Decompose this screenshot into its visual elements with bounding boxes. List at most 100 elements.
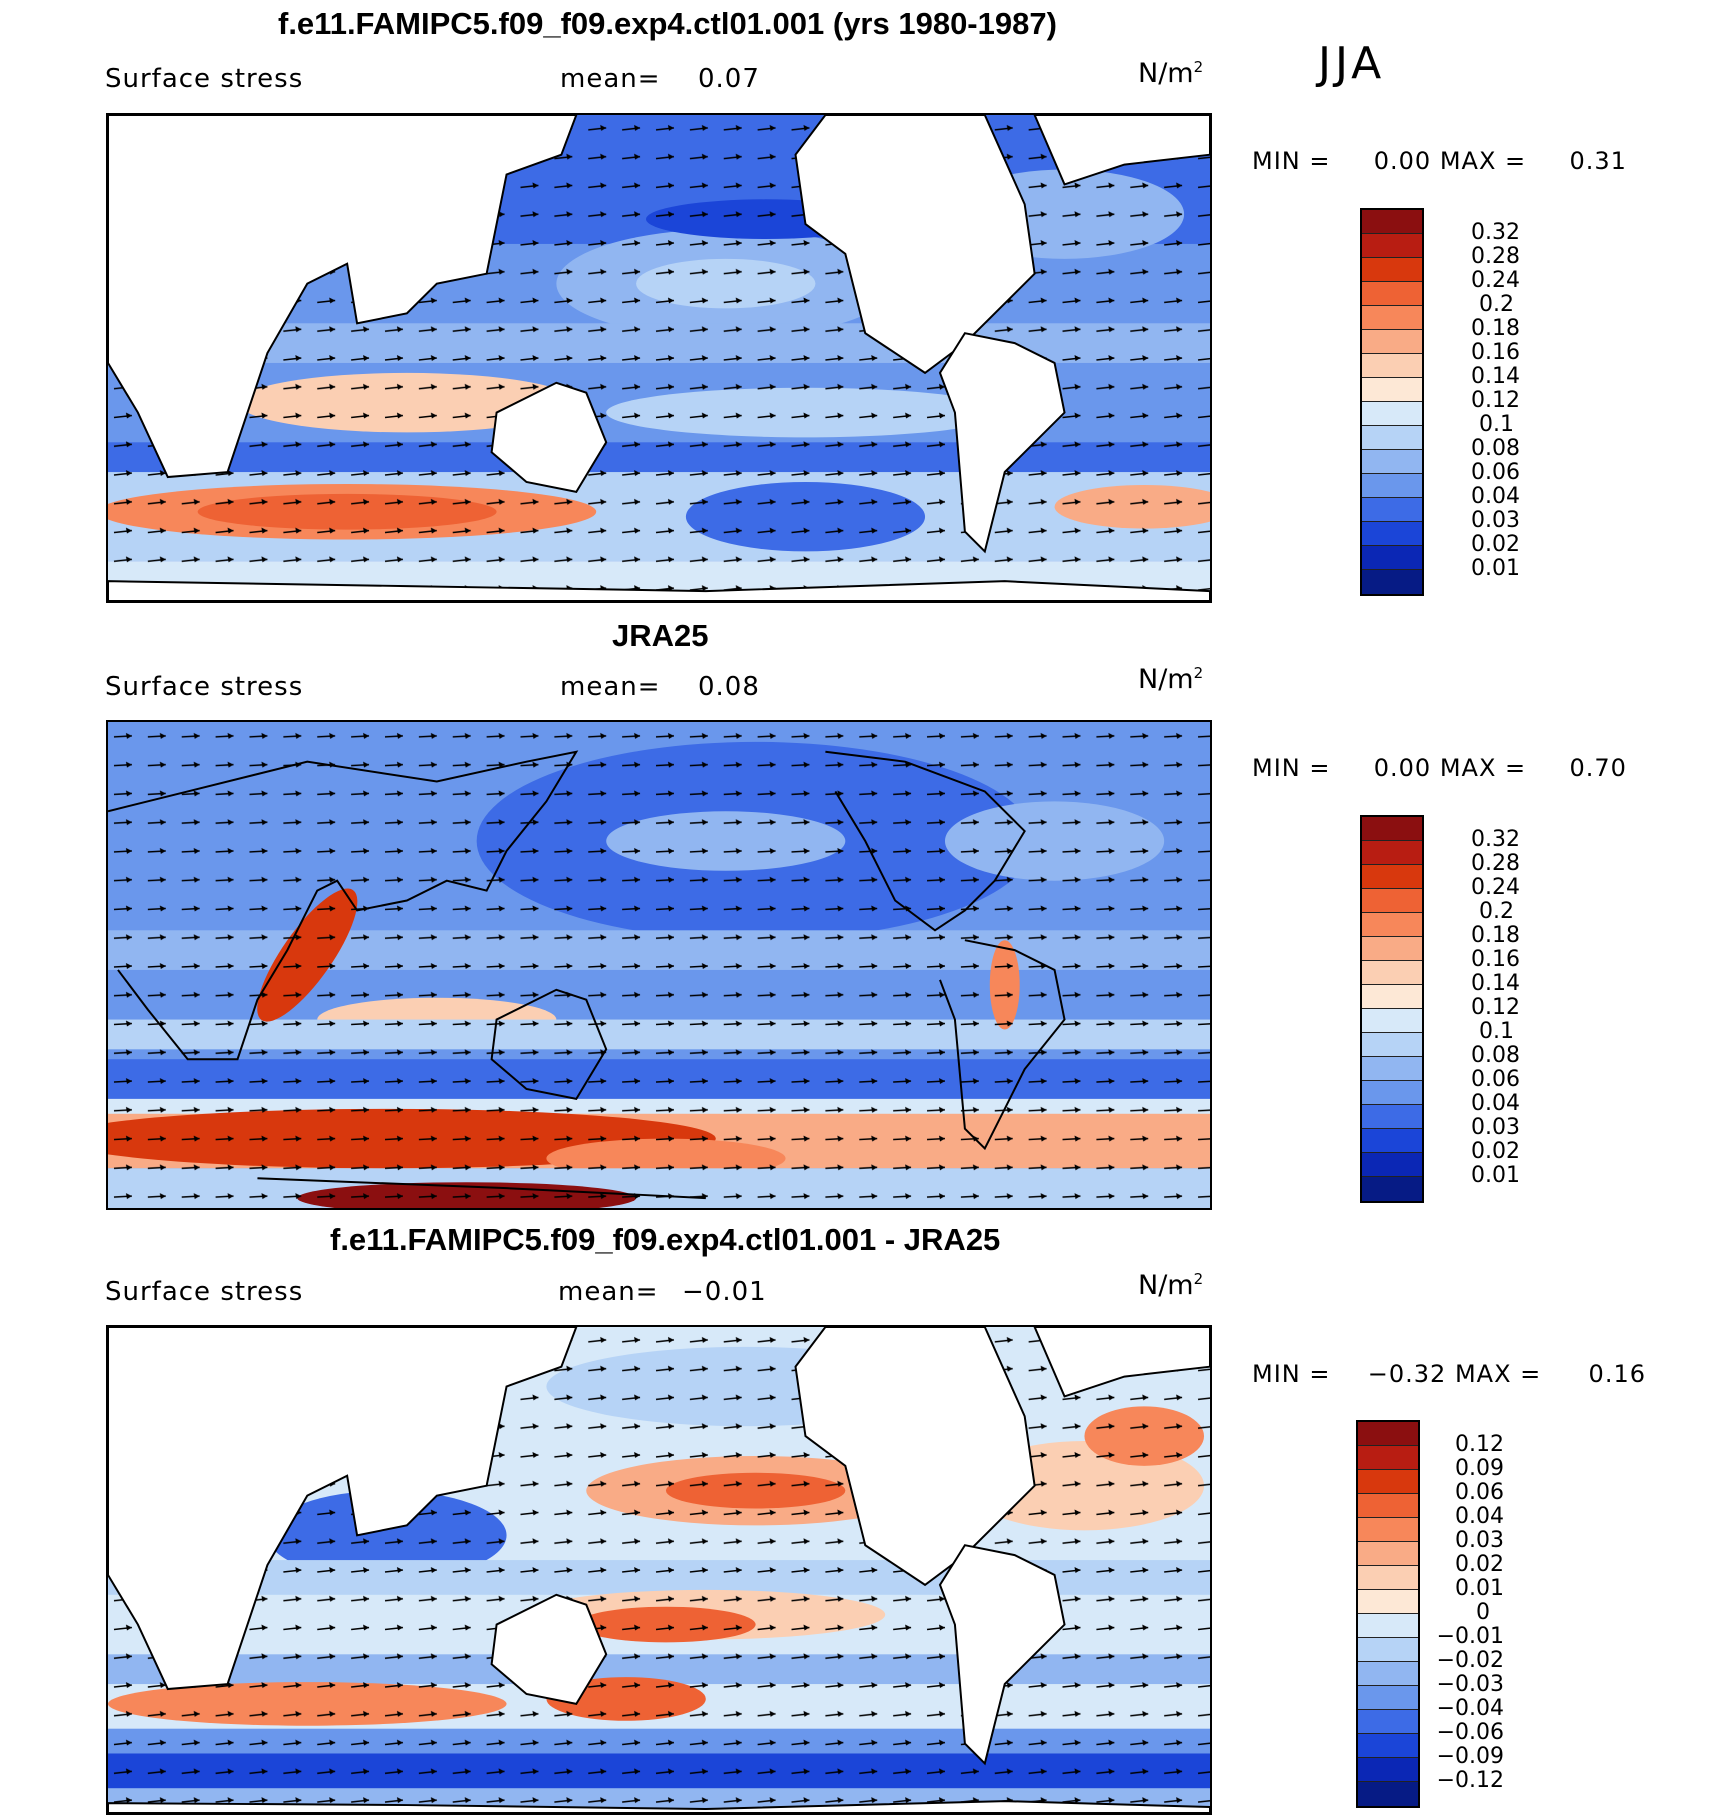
colorbar-tick-label: 0.24 [1471,875,1520,900]
panel-3-colorbar [1356,1420,1420,1808]
panel-2-title: JRA25 [612,618,709,653]
colorbar-tick-label: 0.06 [1471,460,1520,485]
colorbar-tick-label: 0.08 [1471,436,1520,461]
colorbar-tick-label: −0.04 [1436,1696,1504,1721]
colorbar-tick-label: −0.06 [1436,1720,1504,1745]
panel-3-color-swatch [1358,1758,1418,1782]
colorbar-tick-label: 0.24 [1471,268,1520,293]
panel-1-color-swatch [1362,210,1422,234]
colorbar-tick-label: 0.03 [1471,1115,1520,1140]
panel-2-color-swatch [1362,937,1422,961]
panel-1-color-swatch [1362,522,1422,546]
panel-3-color-swatch [1358,1566,1418,1590]
panel-3-color-swatch [1358,1782,1418,1806]
colorbar-tick-label: 0.12 [1471,388,1520,413]
colorbar-tick-label: 0.06 [1455,1480,1504,1505]
max-value: 0.31 [1569,147,1627,175]
colorbar-tick-label: 0.01 [1471,556,1520,581]
panel-1-mean-value: 0.07 [698,64,760,94]
panel-3-unit: N/m2 [1138,1270,1204,1301]
colorbar-tick-label: 0.01 [1455,1576,1504,1601]
panel-3-title: f.e11.FAMIPC5.f09_f09.exp4.ctl01.001 - J… [330,1222,1001,1257]
colorbar-tick-label: 0.03 [1471,508,1520,533]
panel-1-color-swatch [1362,234,1422,258]
panel-1-color-swatch [1362,378,1422,402]
panel-3-color-swatch [1358,1494,1418,1518]
colorbar-tick-label: 0.01 [1471,1163,1520,1188]
colorbar-tick-label: 0.18 [1471,316,1520,341]
max-label: MAX = [1454,1360,1542,1388]
panel-2-color-swatch [1362,1153,1422,1177]
panel-2-color-swatch [1362,817,1422,841]
panel-3-color-swatch [1358,1686,1418,1710]
panel-2-colorbar [1360,815,1424,1203]
max-label: MAX = [1439,754,1527,782]
panel-1-color-swatch [1362,402,1422,426]
panel-3-color-swatch [1358,1470,1418,1494]
colorbar-tick-label: 0.03 [1455,1528,1504,1553]
colorbar-tick-label: −0.12 [1436,1768,1504,1793]
panel-3-map [106,1325,1212,1815]
panel-2-color-swatch [1362,1177,1422,1201]
colorbar-tick-label: 0.02 [1471,1139,1520,1164]
panel-2-color-swatch [1362,1105,1422,1129]
colorbar-tick-label: −0.01 [1436,1624,1504,1649]
colorbar-tick-label: 0.16 [1471,947,1520,972]
min-label: MIN = [1252,1360,1331,1388]
panel-1-title: f.e11.FAMIPC5.f09_f09.exp4.ctl01.001 (yr… [278,6,1057,41]
panel-1-color-swatch [1362,570,1422,594]
panel-2-color-swatch [1362,1129,1422,1153]
panel-3-color-swatch [1358,1662,1418,1686]
min-label: MIN = [1252,147,1331,175]
panel-1-color-swatch [1362,426,1422,450]
panel-3-min-max: MIN = −0.32 MAX = 0.16 [1252,1360,1646,1388]
colorbar-tick-label: 0.12 [1471,995,1520,1020]
panel-1-color-swatch [1362,258,1422,282]
panel-1-colorbar [1360,208,1424,596]
panel-2-color-swatch [1362,1057,1422,1081]
panel-1-color-swatch [1362,330,1422,354]
colorbar-tick-label: 0.14 [1471,364,1520,389]
panel-3-color-swatch [1358,1614,1418,1638]
colorbar-tick-label: 0.04 [1455,1504,1504,1529]
panel-3-color-swatch [1358,1638,1418,1662]
colorbar-tick-label: 0.12 [1455,1432,1504,1457]
colorbar-tick-label: 0.09 [1455,1456,1504,1481]
panel-2-color-swatch [1362,985,1422,1009]
panel-2-color-swatch [1362,961,1422,985]
panel-1-color-swatch [1362,306,1422,330]
colorbar-tick-label: 0.1 [1479,1019,1514,1044]
colorbar-tick-label: 0.02 [1455,1552,1504,1577]
colorbar-tick-label: 0.1 [1479,412,1514,437]
panel-2-mean-value: 0.08 [698,672,760,702]
panel-2-min-max: MIN = 0.00 MAX = 0.70 [1252,754,1627,782]
min-value: 0.00 [1373,754,1432,782]
colorbar-tick-label: −0.03 [1436,1672,1504,1697]
panel-2-color-swatch [1362,913,1422,937]
panel-1-mean-label: mean= [560,64,661,94]
colorbar-tick-label: 0.14 [1471,971,1520,996]
panel-2-map [106,720,1212,1210]
colorbar-tick-label: 0.04 [1471,1091,1520,1116]
colorbar-tick-label: 0.02 [1471,532,1520,557]
min-value: 0.00 [1373,147,1432,175]
panel-1-variable-label: Surface stress [105,64,304,94]
colorbar-tick-label: 0.06 [1471,1067,1520,1092]
max-label: MAX = [1439,147,1527,175]
panel-3-color-swatch [1358,1590,1418,1614]
panel-1-color-swatch [1362,474,1422,498]
max-value: 0.70 [1569,754,1627,782]
colorbar-tick-label: 0 [1476,1600,1490,1625]
panel-3-variable-label: Surface stress [105,1277,304,1307]
panel-2-color-swatch [1362,865,1422,889]
panel-3-color-swatch [1358,1422,1418,1446]
panel-1-unit: N/m2 [1138,58,1204,89]
panel-2-color-swatch [1362,1009,1422,1033]
panel-2-unit: N/m2 [1138,664,1204,695]
panel-3-mean-label: mean= [558,1277,659,1307]
panel-1-color-swatch [1362,354,1422,378]
panel-2-color-swatch [1362,841,1422,865]
colorbar-tick-label: 0.04 [1471,484,1520,509]
panel-2-mean-label: mean= [560,672,661,702]
panel-1-color-swatch [1362,546,1422,570]
